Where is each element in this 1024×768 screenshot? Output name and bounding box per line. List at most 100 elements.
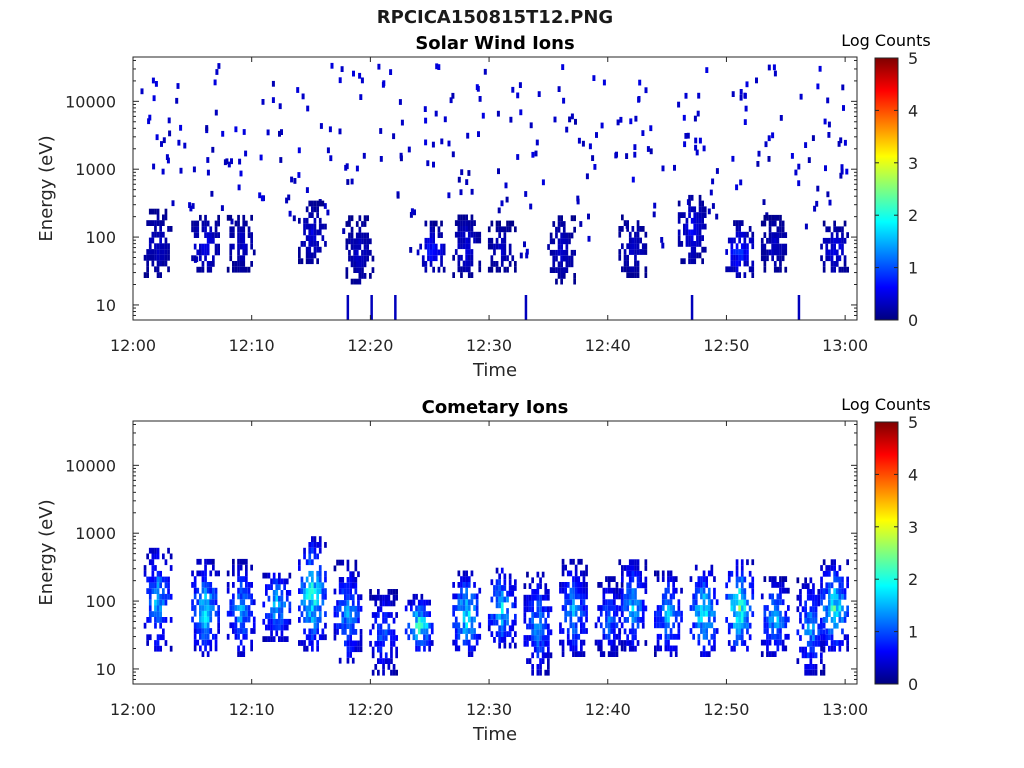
data-cell — [620, 645, 624, 652]
data-cell — [237, 616, 240, 623]
data-cell — [846, 266, 849, 273]
data-cell — [390, 589, 393, 595]
data-cell — [605, 605, 608, 611]
data-cell — [462, 593, 466, 600]
data-cell — [536, 640, 540, 647]
data-cell — [308, 246, 312, 253]
data-cell — [316, 599, 319, 606]
data-cell — [781, 622, 785, 629]
data-cell — [500, 249, 504, 256]
data-cell — [531, 589, 534, 595]
data-cell — [801, 606, 805, 613]
data-cell — [154, 617, 157, 623]
data-cell — [628, 565, 632, 571]
data-cell — [500, 608, 504, 614]
data-cell — [475, 639, 479, 646]
data-cell — [599, 651, 603, 657]
data-cell — [539, 583, 542, 589]
data-cell — [305, 252, 309, 259]
data-cell — [560, 249, 563, 256]
data-cell — [470, 260, 474, 267]
data-cell — [420, 599, 424, 606]
data-cell — [237, 261, 240, 267]
data-cell — [779, 610, 782, 617]
data-cell — [825, 628, 829, 635]
data-cell — [519, 109, 523, 116]
data-cell — [428, 599, 431, 606]
data-cell — [428, 640, 431, 646]
data-cell — [311, 605, 314, 612]
data-cell — [531, 606, 534, 613]
data-cell — [618, 593, 621, 600]
data-cell — [308, 634, 312, 641]
data-cell — [204, 645, 207, 652]
data-cell — [237, 255, 240, 262]
data-cell — [239, 226, 243, 233]
data-cell — [305, 593, 309, 600]
data-cell — [820, 243, 823, 250]
data-cell — [760, 243, 764, 250]
data-cell — [211, 146, 215, 153]
data-cell — [503, 249, 507, 256]
data-cell — [206, 622, 210, 629]
data-cell — [838, 266, 842, 273]
data-cell — [702, 570, 706, 577]
data-cell — [167, 576, 170, 583]
data-cell — [162, 243, 165, 250]
data-cell — [626, 260, 629, 267]
data-cell — [470, 651, 474, 657]
data-cell — [237, 645, 240, 652]
data-cell — [237, 628, 240, 634]
data-cell — [292, 215, 296, 222]
data-cell — [318, 634, 322, 641]
data-cell — [229, 610, 233, 617]
data-cell — [822, 629, 826, 636]
data-cell — [830, 249, 834, 256]
data-cell — [702, 651, 706, 657]
data-cell — [242, 214, 246, 221]
data-cell — [597, 639, 600, 646]
data-cell — [242, 610, 246, 617]
data-cell — [313, 553, 317, 560]
data-cell — [634, 593, 637, 600]
data-cell — [206, 633, 210, 640]
data-cell — [234, 266, 238, 273]
data-cell — [462, 628, 466, 634]
data-cell — [318, 547, 322, 554]
data-cell — [188, 202, 192, 208]
data-cell — [452, 593, 455, 600]
data-cell — [346, 657, 350, 664]
data-cell — [825, 640, 829, 646]
data-cell — [457, 231, 461, 238]
data-cell — [262, 572, 266, 579]
data-cell — [154, 547, 157, 554]
data-cell — [199, 610, 202, 617]
data-cell — [503, 637, 507, 643]
data-cell — [703, 223, 707, 230]
data-cell — [690, 194, 694, 201]
data-cell — [690, 252, 694, 259]
data-cell — [167, 254, 170, 261]
data-cell — [733, 249, 736, 255]
data-cell — [465, 576, 468, 582]
data-cell — [816, 185, 820, 192]
data-cell — [275, 590, 279, 596]
data-cell — [565, 249, 569, 256]
data-cell — [796, 606, 800, 613]
data-cell — [833, 617, 836, 623]
data-cell — [755, 77, 758, 84]
data-cell — [146, 588, 149, 594]
data-cell — [467, 639, 471, 646]
data-cell — [634, 588, 637, 594]
data-cell — [561, 587, 565, 594]
data-cell — [151, 559, 155, 566]
data-cell — [303, 599, 306, 606]
data-cell — [580, 605, 583, 611]
data-cell — [814, 640, 818, 647]
data-cell — [311, 570, 314, 577]
data-cell — [162, 220, 165, 226]
data-cell — [384, 612, 388, 618]
data-cell — [164, 582, 168, 589]
data-cell — [201, 610, 205, 617]
data-cell — [641, 611, 645, 617]
